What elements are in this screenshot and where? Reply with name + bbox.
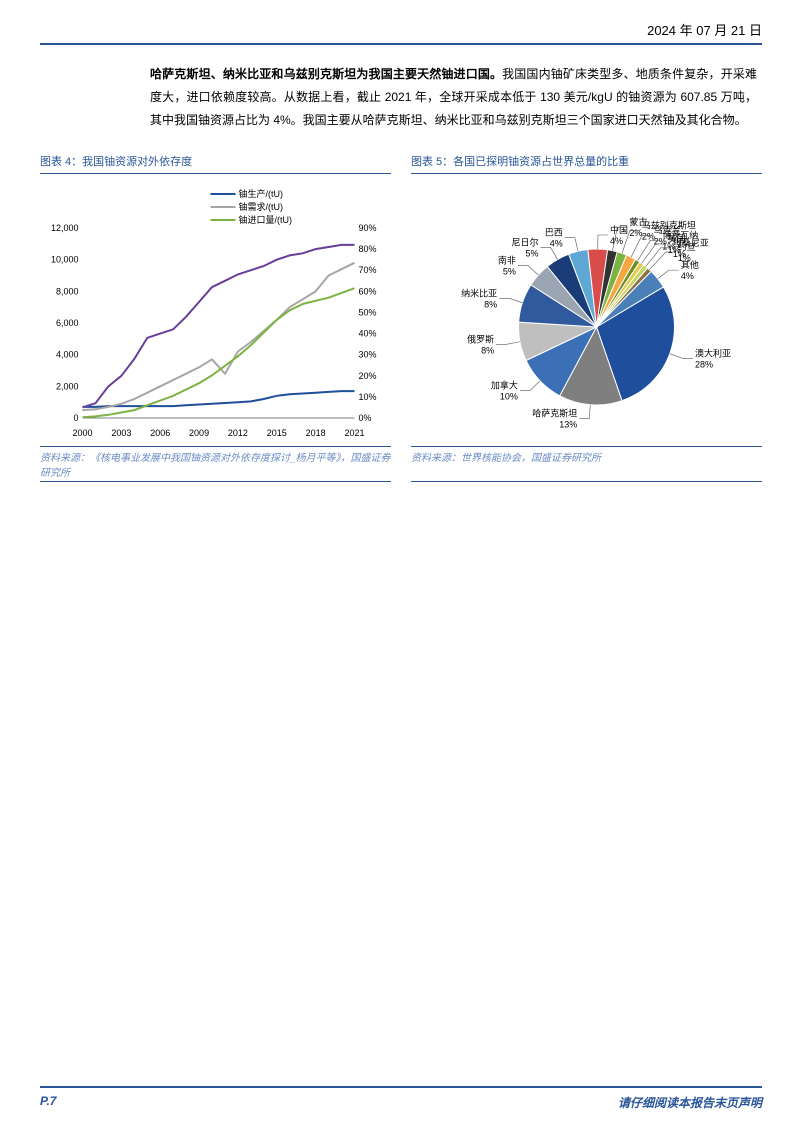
chart4-area: 铀生产/(tU) 铀需求/(tU) 铀进口量/(tU) 0 2,000 4,000 6,00… bbox=[40, 182, 391, 442]
footer-disclaimer: 请仔细阅读本报告末页声明 bbox=[618, 1094, 762, 1111]
lead-bold: 哈萨克斯坦、纳米比亚和乌兹别克斯坦为我国主要天然铀进口国。 bbox=[150, 67, 502, 81]
date-header: 2024 年 07 月 21 日 bbox=[40, 20, 762, 39]
svg-text:2018: 2018 bbox=[306, 428, 326, 438]
top-rule bbox=[40, 43, 762, 45]
chart4-column: 图表 4：我国铀资源对外依存度 铀生产/(tU) 铀需求/(tU) 铀进口量/(tU… bbox=[40, 153, 391, 482]
svg-text:40%: 40% bbox=[359, 329, 377, 339]
svg-text:13%: 13% bbox=[559, 420, 577, 430]
chart4-svg: 铀生产/(tU) 铀需求/(tU) 铀进口量/(tU) 0 2,000 4,000 6,00… bbox=[40, 182, 391, 442]
svg-text:10,000: 10,000 bbox=[51, 255, 79, 265]
svg-text:4%: 4% bbox=[610, 236, 623, 246]
svg-text:0: 0 bbox=[73, 413, 78, 423]
svg-text:60%: 60% bbox=[359, 287, 377, 297]
svg-text:南非: 南非 bbox=[498, 255, 516, 266]
svg-text:8%: 8% bbox=[481, 346, 494, 356]
svg-text:2009: 2009 bbox=[189, 428, 209, 438]
footer-row: P.7 请仔细阅读本报告末页声明 bbox=[40, 1094, 762, 1111]
svg-text:纳米比亚: 纳米比亚 bbox=[461, 288, 497, 299]
svg-text:70%: 70% bbox=[359, 266, 377, 276]
svg-text:4,000: 4,000 bbox=[56, 350, 79, 360]
svg-text:10%: 10% bbox=[500, 392, 518, 402]
svg-text:尼日尔: 尼日尔 bbox=[511, 237, 538, 248]
chart5-svg: 澳大利亚28%哈萨克斯坦13%加拿大10%俄罗斯8%纳米比亚8%南非5%尼日尔5… bbox=[411, 182, 762, 442]
svg-text:4%: 4% bbox=[550, 239, 563, 249]
svg-text:2006: 2006 bbox=[150, 428, 170, 438]
svg-text:80%: 80% bbox=[359, 245, 377, 255]
svg-text:12,000: 12,000 bbox=[51, 223, 79, 233]
svg-text:8%: 8% bbox=[484, 300, 497, 310]
chart5-column: 图表 5：各国已探明铀资源占世界总量的比重 澳大利亚28% 哈萨克斯坦13% 加拿大… bbox=[411, 153, 762, 482]
svg-text:铀进口量/(tU): 铀进口量/(tU) bbox=[239, 214, 293, 225]
svg-text:30%: 30% bbox=[359, 350, 377, 360]
svg-text:其他: 其他 bbox=[681, 260, 699, 271]
chart4-title: 图表 4：我国铀资源对外依存度 bbox=[40, 153, 391, 174]
svg-text:铀生产/(tU): 铀生产/(tU) bbox=[239, 188, 284, 199]
svg-text:巴西: 巴西 bbox=[545, 228, 563, 238]
body-paragraph: 哈萨克斯坦、纳米比亚和乌兹别克斯坦为我国主要天然铀进口国。我国国内铀矿床类型多、… bbox=[150, 63, 757, 131]
svg-text:10%: 10% bbox=[359, 392, 377, 402]
svg-text:中国: 中国 bbox=[610, 224, 628, 235]
charts-row: 图表 4：我国铀资源对外依存度 铀生产/(tU) 铀需求/(tU) 铀进口量/(tU… bbox=[40, 153, 762, 482]
page-number: P.7 bbox=[40, 1094, 56, 1111]
svg-text:8,000: 8,000 bbox=[56, 287, 79, 297]
chart5-area: 澳大利亚28%哈萨克斯坦13%加拿大10%俄罗斯8%纳米比亚8%南非5%尼日尔5… bbox=[411, 182, 762, 442]
svg-text:2003: 2003 bbox=[111, 428, 131, 438]
svg-text:50%: 50% bbox=[359, 308, 377, 318]
chart4-source: 资料来源：《核电事业发展中我国铀资源对外依存度探讨_杨月平等》，国盛证券研究所 bbox=[40, 446, 391, 482]
svg-text:5%: 5% bbox=[503, 267, 516, 277]
svg-text:2021: 2021 bbox=[344, 428, 364, 438]
chart5-source: 资料来源：世界核能协会，国盛证券研究所 bbox=[411, 446, 762, 482]
chart5-title: 图表 5：各国已探明铀资源占世界总量的比重 bbox=[411, 153, 762, 174]
svg-text:哈萨克斯坦: 哈萨克斯坦 bbox=[532, 408, 577, 419]
svg-text:2%: 2% bbox=[629, 229, 642, 239]
svg-text:2012: 2012 bbox=[228, 428, 248, 438]
svg-text:0%: 0% bbox=[359, 413, 372, 423]
svg-text:2000: 2000 bbox=[72, 428, 92, 438]
footer-rule bbox=[40, 1086, 762, 1088]
svg-text:2015: 2015 bbox=[267, 428, 287, 438]
svg-text:28%: 28% bbox=[695, 360, 713, 370]
svg-text:加拿大: 加拿大 bbox=[491, 380, 518, 391]
svg-text:4%: 4% bbox=[681, 272, 694, 282]
svg-text:铀需求/(tU): 铀需求/(tU) bbox=[239, 201, 284, 212]
svg-text:6,000: 6,000 bbox=[56, 318, 79, 328]
page-footer: P.7 请仔细阅读本报告末页声明 bbox=[40, 1086, 762, 1111]
svg-text:20%: 20% bbox=[359, 371, 377, 381]
svg-text:俄罗斯: 俄罗斯 bbox=[467, 334, 494, 345]
svg-text:5%: 5% bbox=[525, 249, 538, 259]
svg-text:90%: 90% bbox=[359, 223, 377, 233]
svg-text:澳大利亚: 澳大利亚 bbox=[695, 348, 731, 359]
page-container: 2024 年 07 月 21 日 哈萨克斯坦、纳米比亚和乌兹别克斯坦为我国主要天… bbox=[0, 0, 802, 1133]
svg-text:约旦: 约旦 bbox=[678, 241, 696, 252]
svg-text:2,000: 2,000 bbox=[56, 382, 79, 392]
